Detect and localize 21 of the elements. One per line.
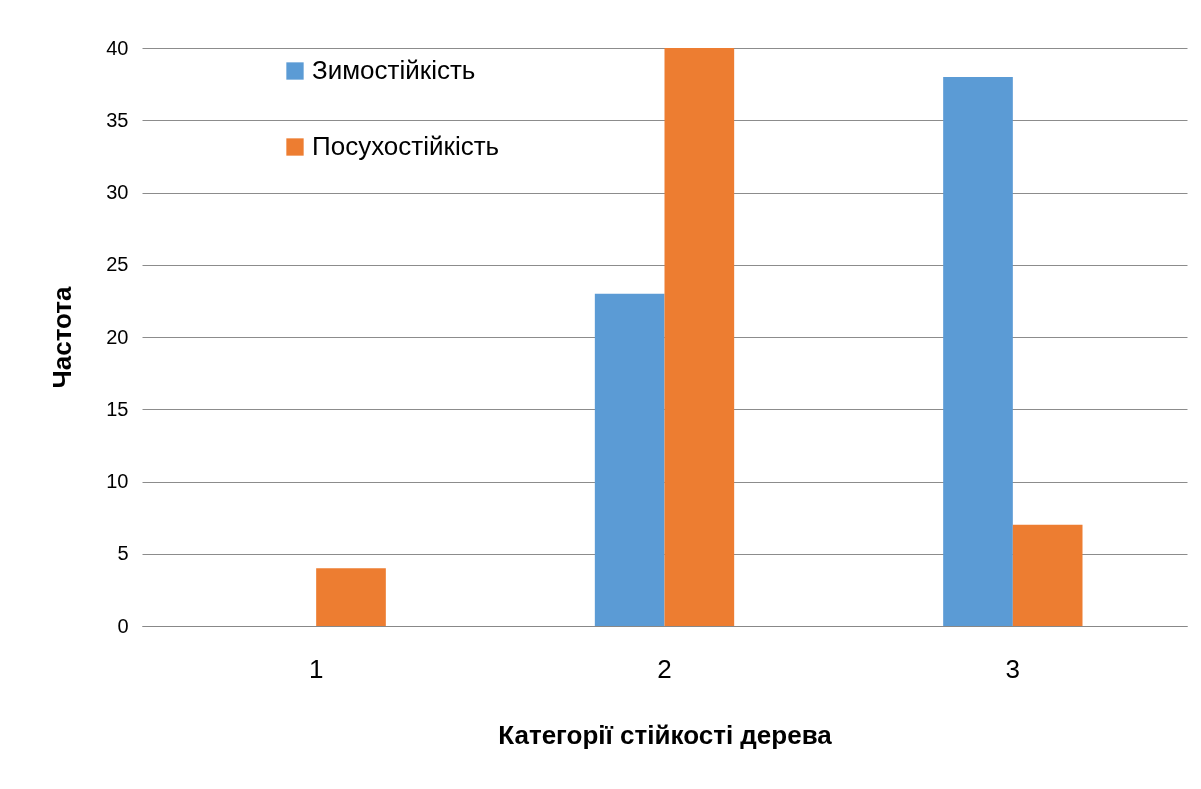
- y-tick-label: 10: [106, 470, 129, 492]
- bar: [594, 293, 665, 626]
- x-tick-label: 2: [657, 653, 672, 684]
- x-tick-label: 1: [308, 653, 324, 684]
- y-tick-label: 40: [106, 36, 129, 59]
- y-tick-label: 20: [106, 325, 129, 348]
- y-tick-label: 35: [106, 108, 129, 131]
- legend-label: Зимостійкість: [312, 55, 476, 85]
- bar: [943, 76, 1013, 626]
- y-axis-title: Частота: [47, 285, 78, 389]
- y-tick-label: 30: [106, 181, 129, 203]
- y-tick-label: 0: [117, 614, 129, 637]
- bar: [1012, 524, 1083, 626]
- bar: [664, 48, 735, 626]
- y-tick-label: 25: [106, 253, 129, 276]
- x-axis-title: Категорії стійкості дерева: [498, 719, 833, 750]
- legend-label: Посухостійкість: [312, 131, 500, 161]
- y-tick-label: 15: [106, 397, 129, 420]
- y-tick-label: 5: [117, 542, 129, 565]
- bar: [316, 568, 386, 626]
- x-tick-label: 3: [1005, 653, 1021, 684]
